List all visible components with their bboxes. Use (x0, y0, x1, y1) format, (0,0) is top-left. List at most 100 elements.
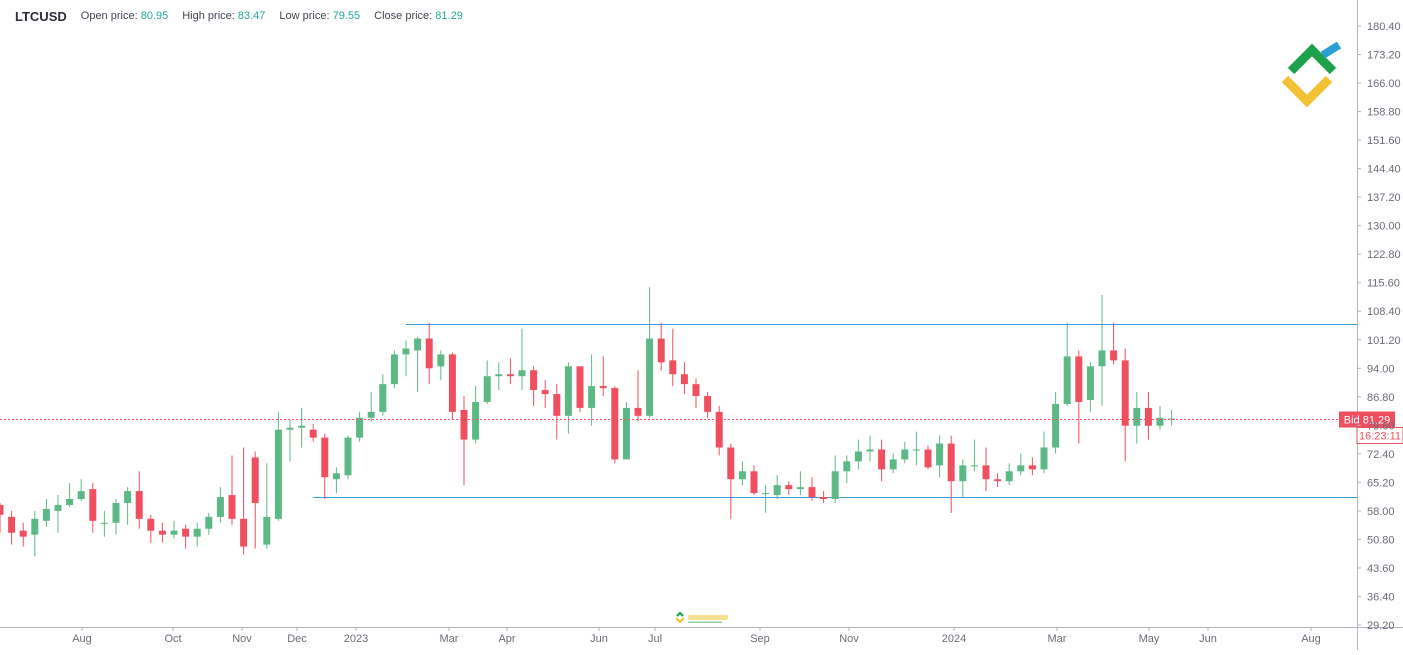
candle-down (947, 435, 955, 513)
candle-body (866, 449, 874, 452)
candle-body (332, 473, 340, 480)
y-tick-label: 122.80 (1367, 249, 1401, 261)
candle-body (657, 338, 665, 363)
candle-body (263, 516, 271, 545)
time-axis: Aug Oct Nov Dec 2023 Mar Apr Jun Jul Sep Nov 2024 Ma… (72, 627, 1321, 645)
y-tick-label: 158.80 (1367, 107, 1401, 119)
candle-body (924, 449, 932, 468)
candle-up (31, 510, 39, 557)
candle-down (692, 378, 700, 408)
x-tick-label: 2024 (942, 633, 966, 645)
x-tick-label: Nov (232, 633, 252, 645)
candle-down (1028, 457, 1036, 476)
candle-body (889, 459, 897, 470)
y-tick-label: 65.20 (1367, 477, 1395, 489)
candle-down (820, 491, 828, 503)
candle-body (228, 495, 236, 519)
countdown-label: 16:23:11 (1359, 431, 1401, 443)
candle-down (251, 451, 259, 549)
candle-body (182, 528, 190, 537)
x-tick-label: Mar (1048, 633, 1067, 645)
x-tick-label: Aug (1301, 633, 1321, 645)
candle-up (367, 392, 375, 422)
candle-body (483, 376, 491, 402)
candle-body (460, 409, 468, 440)
candle-down (634, 370, 642, 422)
ohlc-header: LTCUSD Open price: 80.95 High price: 83.… (15, 8, 463, 24)
candle-body (274, 429, 282, 519)
candle-body (135, 491, 143, 519)
candle-body (1110, 350, 1118, 361)
candle-up (831, 455, 839, 503)
y-tick-label: 43.60 (1367, 563, 1395, 575)
brand-logo-icon (1281, 42, 1342, 108)
candle-down (669, 328, 677, 387)
candle-up (437, 350, 445, 381)
bid-price-label: Bid 81.29 (1344, 415, 1390, 427)
candle-body (205, 516, 213, 529)
candle-up (42, 499, 50, 527)
candle-up (193, 522, 201, 547)
candle-body (704, 396, 712, 412)
candle-up (646, 287, 654, 418)
candle-up (1017, 453, 1025, 476)
x-tick-label: Aug (72, 633, 92, 645)
candle-up (738, 461, 746, 486)
candle-body (773, 485, 781, 496)
candle-down (599, 356, 607, 397)
candle-down (657, 322, 665, 371)
candle-body (472, 401, 480, 440)
candle-up (402, 340, 410, 377)
candle-up (1063, 322, 1071, 406)
candle-down (228, 455, 236, 525)
candle-body (1086, 366, 1094, 400)
y-tick-label: 108.40 (1367, 306, 1401, 318)
candle-body (970, 465, 978, 467)
candle-down (704, 392, 712, 418)
candle-up (495, 362, 503, 391)
open-price: Open price: 80.95 (80, 10, 169, 22)
x-tick-label: Mar (440, 633, 459, 645)
candle-down (750, 465, 758, 496)
candle-body (1017, 465, 1025, 472)
candle-down (530, 366, 538, 406)
x-tick-label: 2023 (344, 633, 368, 645)
candle-body (344, 437, 352, 476)
candle-up (390, 350, 398, 389)
candle-body (1063, 356, 1071, 404)
candle-body (588, 386, 596, 408)
candle-body (576, 366, 584, 408)
candle-body (1052, 403, 1060, 448)
candle-up (77, 479, 85, 502)
candle-up (796, 471, 804, 496)
candle-body (379, 384, 387, 412)
candle-body (843, 461, 851, 472)
symbol-label[interactable]: LTCUSD (15, 8, 67, 24)
candle-body (831, 471, 839, 500)
close-price: Close price: 81.29 (374, 10, 463, 22)
candle-body (124, 491, 132, 503)
y-tick-label: 79.60 (1367, 420, 1395, 432)
candle-body (854, 451, 862, 462)
candle-up (54, 495, 62, 533)
y-tick-label: 86.80 (1367, 392, 1395, 404)
candle-up (901, 441, 909, 464)
candle-down (808, 477, 816, 502)
candle-up (205, 512, 213, 535)
bid-price-badge (1339, 411, 1395, 428)
candle-up (356, 411, 364, 442)
candle-body (1133, 407, 1141, 426)
candle-up (379, 374, 387, 416)
y-tick-label: 115.60 (1367, 278, 1400, 290)
candle-body (309, 429, 317, 438)
y-tick-label: 173.20 (1367, 50, 1401, 62)
candle-body (785, 485, 793, 490)
candle-up (912, 431, 920, 466)
candle-up (1052, 392, 1060, 454)
candle-up (170, 520, 178, 539)
candle-down (982, 447, 990, 492)
x-tick-label: May (1139, 633, 1160, 645)
candle-up (216, 487, 224, 523)
